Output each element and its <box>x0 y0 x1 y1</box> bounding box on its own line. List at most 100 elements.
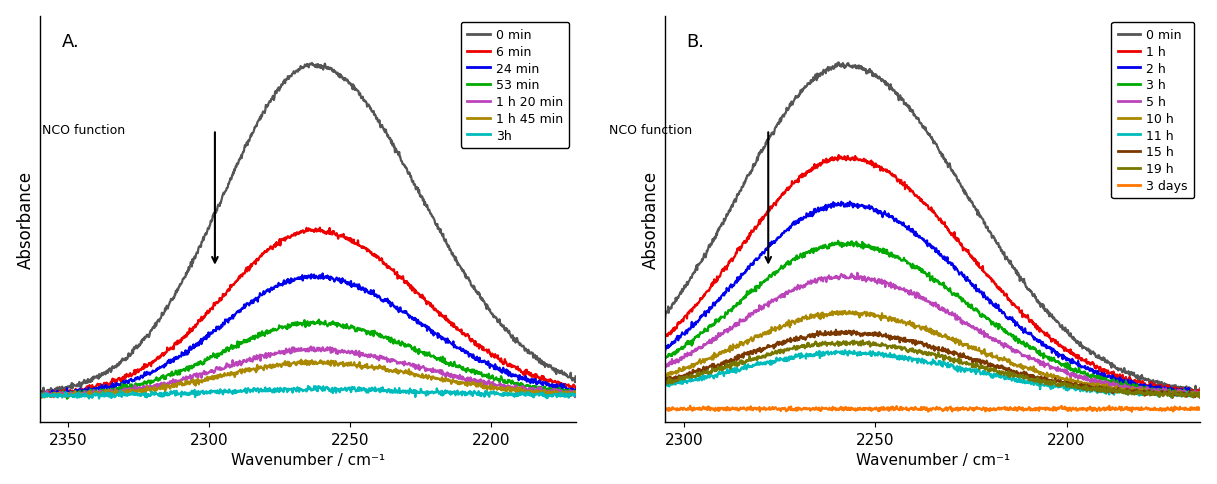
1 h <box>764 204 779 210</box>
24 min <box>332 276 347 282</box>
6 min <box>313 225 327 231</box>
1 h <box>831 153 846 159</box>
15 h <box>824 332 839 338</box>
Text: NCO function: NCO function <box>608 124 691 136</box>
3h <box>352 388 366 394</box>
1 h 45 min <box>150 386 164 392</box>
1 h <box>1193 390 1207 396</box>
53 min <box>33 391 47 397</box>
1 h 45 min <box>568 389 583 394</box>
1 h <box>657 334 672 340</box>
Line: 11 h: 11 h <box>664 350 1200 398</box>
19 h <box>976 364 991 370</box>
0 min <box>200 228 214 234</box>
1 h 20 min <box>303 344 318 350</box>
3h <box>33 393 47 399</box>
3 h <box>1193 390 1207 396</box>
0 min <box>150 318 164 324</box>
0 min <box>332 76 347 81</box>
53 min <box>514 382 528 388</box>
2 h <box>976 295 991 301</box>
53 min <box>352 326 366 332</box>
3 h <box>774 265 789 271</box>
0 min <box>957 187 971 193</box>
1 h 20 min <box>140 384 155 390</box>
6 min <box>200 308 214 314</box>
19 h <box>774 348 789 354</box>
1 h 45 min <box>352 363 366 369</box>
19 h <box>856 338 870 344</box>
2 h <box>1193 391 1207 396</box>
6 min <box>39 393 54 398</box>
11 h <box>976 368 991 374</box>
5 h <box>774 292 789 298</box>
0 min <box>657 316 672 322</box>
1 h <box>824 157 839 163</box>
6 min <box>141 363 156 369</box>
6 min <box>150 356 164 362</box>
Line: 24 min: 24 min <box>40 274 576 397</box>
53 min <box>200 355 214 361</box>
11 h <box>1138 391 1152 397</box>
3 h <box>1138 384 1152 390</box>
Text: A.: A. <box>62 33 79 51</box>
6 min <box>352 243 366 249</box>
3 h <box>764 272 779 278</box>
1 h 45 min <box>34 395 49 401</box>
10 h <box>764 327 779 333</box>
0 min <box>764 131 779 136</box>
Line: 6 min: 6 min <box>40 228 576 395</box>
2 h <box>774 233 789 239</box>
15 h <box>1165 395 1179 401</box>
11 h <box>657 382 672 388</box>
Line: 0 min: 0 min <box>664 63 1200 394</box>
0 min <box>1193 392 1207 397</box>
3 h <box>824 243 839 249</box>
1 h 20 min <box>200 371 214 377</box>
Line: 3h: 3h <box>40 386 576 399</box>
5 h <box>1138 387 1152 393</box>
5 h <box>764 298 779 304</box>
1 h <box>774 192 789 197</box>
53 min <box>312 317 326 323</box>
24 min <box>514 376 528 382</box>
Line: 0 min: 0 min <box>40 64 576 396</box>
Line: 10 h: 10 h <box>664 311 1200 397</box>
5 h <box>1193 395 1207 401</box>
Text: B.: B. <box>686 33 705 51</box>
3h <box>301 383 315 389</box>
24 min <box>150 365 164 371</box>
10 h <box>1193 389 1207 395</box>
2 h <box>842 199 857 205</box>
19 h <box>1165 395 1179 401</box>
Line: 1 h 45 min: 1 h 45 min <box>40 360 576 398</box>
15 h <box>1138 390 1152 396</box>
3 days <box>1125 409 1139 415</box>
19 h <box>824 340 839 346</box>
10 h <box>1138 386 1152 392</box>
3 h <box>831 239 846 244</box>
5 h <box>976 329 991 334</box>
11 h <box>774 357 789 363</box>
Text: NCO function: NCO function <box>41 124 125 136</box>
53 min <box>141 378 156 384</box>
24 min <box>352 282 366 287</box>
15 h <box>764 344 779 349</box>
Line: 3 h: 3 h <box>664 242 1200 396</box>
3 days <box>775 406 790 411</box>
1 h 45 min <box>141 387 156 393</box>
1 h 20 min <box>150 381 164 387</box>
11 h <box>957 368 971 374</box>
3h <box>514 391 528 396</box>
19 h <box>1193 392 1207 397</box>
0 min <box>831 60 846 66</box>
11 h <box>764 361 779 367</box>
Line: 19 h: 19 h <box>664 341 1200 398</box>
11 h <box>1165 395 1179 401</box>
15 h <box>1193 391 1207 396</box>
3 h <box>1191 393 1206 399</box>
24 min <box>315 271 330 277</box>
0 min <box>1193 385 1207 391</box>
3 days <box>976 405 991 410</box>
0 min <box>33 393 47 399</box>
